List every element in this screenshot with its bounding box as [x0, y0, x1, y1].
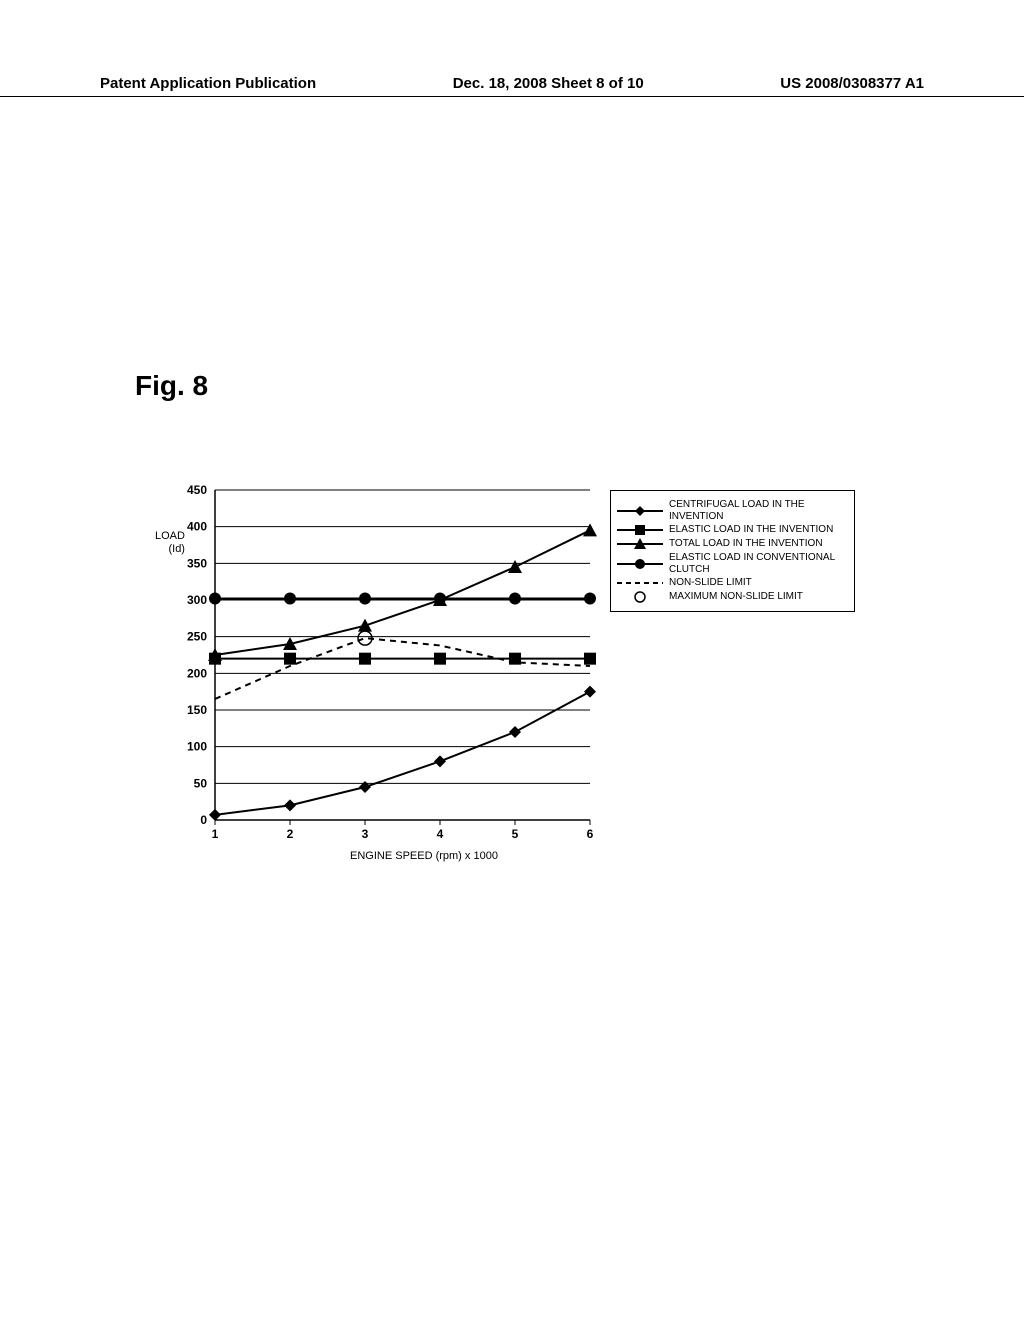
- legend-mark-circle: [615, 558, 665, 570]
- y-axis-label-line1: LOAD: [155, 530, 185, 542]
- legend-label: MAXIMUM NON-SLIDE LIMIT: [669, 591, 803, 603]
- header-row: Patent Application Publication Dec. 18, …: [100, 75, 924, 92]
- legend-mark-diamond: [615, 505, 665, 517]
- svg-text:150: 150: [187, 703, 207, 717]
- svg-text:1: 1: [212, 827, 219, 841]
- header-center: Dec. 18, 2008 Sheet 8 of 10: [453, 75, 644, 92]
- chart-container: LOAD (Id) 0 50 100 150 200 250 300 350 400 450 1 2 3…: [120, 470, 880, 900]
- y-axis-label-line2: (Id): [168, 543, 185, 555]
- legend-row-elastic-conv: ELASTIC LOAD IN CONVENTIONAL CLUTCH: [615, 552, 850, 575]
- svg-text:400: 400: [187, 520, 207, 534]
- svg-text:5: 5: [512, 827, 519, 841]
- svg-text:200: 200: [187, 666, 207, 680]
- legend-label: NON-SLIDE LIMIT: [669, 577, 752, 589]
- svg-text:300: 300: [187, 593, 207, 607]
- figure-label: Fig. 8: [135, 370, 208, 402]
- legend-row-centrifugal: CENTRIFUGAL LOAD IN THE INVENTION: [615, 499, 850, 522]
- legend-mark-dashed: [615, 577, 665, 589]
- svg-text:250: 250: [187, 630, 207, 644]
- svg-text:3: 3: [362, 827, 369, 841]
- header-right: US 2008/0308377 A1: [780, 75, 924, 92]
- svg-text:450: 450: [187, 483, 207, 497]
- legend-label: CENTRIFUGAL LOAD IN THE INVENTION: [669, 499, 850, 522]
- legend-label: TOTAL LOAD IN THE INVENTION: [669, 538, 823, 550]
- svg-text:6: 6: [587, 827, 594, 841]
- legend-mark-opencircle: [615, 591, 665, 603]
- legend-row-nonslide: NON-SLIDE LIMIT: [615, 577, 850, 589]
- svg-text:0: 0: [200, 813, 207, 827]
- svg-text:4: 4: [437, 827, 444, 841]
- legend-row-total: TOTAL LOAD IN THE INVENTION: [615, 538, 850, 550]
- legend-label: ELASTIC LOAD IN CONVENTIONAL CLUTCH: [669, 552, 850, 575]
- page-header: Patent Application Publication Dec. 18, …: [0, 75, 1024, 97]
- page-root: Patent Application Publication Dec. 18, …: [0, 0, 1024, 1320]
- svg-text:100: 100: [187, 740, 207, 754]
- y-axis-label: LOAD (Id): [155, 530, 185, 556]
- legend-label: ELASTIC LOAD IN THE INVENTION: [669, 524, 833, 536]
- svg-text:2: 2: [287, 827, 294, 841]
- legend-row-maxnonslide: MAXIMUM NON-SLIDE LIMIT: [615, 591, 850, 603]
- x-axis-label: ENGINE SPEED (rpm) x 1000: [350, 850, 498, 862]
- svg-text:50: 50: [194, 776, 208, 790]
- legend-box: CENTRIFUGAL LOAD IN THE INVENTION ELASTI…: [610, 490, 855, 612]
- legend-row-elastic-inv: ELASTIC LOAD IN THE INVENTION: [615, 524, 850, 536]
- svg-text:350: 350: [187, 556, 207, 570]
- header-left: Patent Application Publication: [100, 75, 316, 92]
- legend-mark-square: [615, 524, 665, 536]
- legend-mark-triangle: [615, 538, 665, 550]
